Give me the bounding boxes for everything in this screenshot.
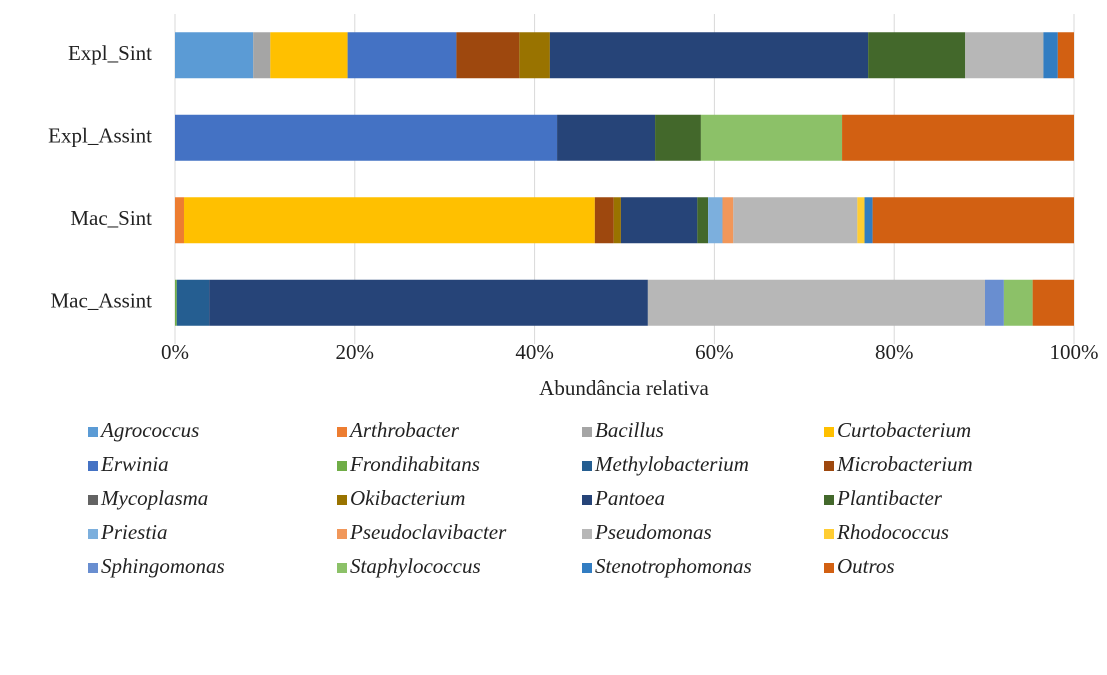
legend-swatch [337,495,347,505]
bar-segment [557,114,656,161]
bar-segment [175,32,254,79]
legend-label: Plantibacter [836,486,943,510]
legend-swatch [824,427,834,437]
legend-label: Pantoea [594,486,665,510]
x-tick-label: 0% [161,340,189,364]
legend-swatch [88,461,98,471]
bar-segment [175,197,184,244]
bar-segment [620,197,698,244]
legend-label: Outros [837,554,895,578]
legend-label: Agrococcus [99,418,199,442]
bar-segment [176,279,210,326]
legend-label: Arthrobacter [348,418,460,442]
legend-label: Rhodococcus [836,520,949,544]
legend-label: Bacillus [595,418,664,442]
legend-swatch [88,529,98,539]
x-axis-title: Abundância relativa [539,376,709,400]
bar-segment [872,197,1074,244]
bar-segment [655,114,701,161]
bar-segment [613,197,621,244]
legend-swatch [337,563,347,573]
y-tick-label: Expl_Assint [48,124,152,148]
bar-segment [347,32,457,79]
bar-segment [708,197,723,244]
legend-swatch [824,461,834,471]
bar-segment [456,32,520,79]
bar-segment [1003,279,1033,326]
bar-segment [594,197,614,244]
legend-swatch [337,461,347,471]
legend-label: Priestia [100,520,168,544]
legend-swatch [88,427,98,437]
bar-segment [965,32,1044,79]
legend-label: Stenotrophomonas [595,554,752,578]
bar-segment [733,197,858,244]
legend-swatch [582,495,592,505]
legend-swatch [824,495,834,505]
bar-segment [864,197,873,244]
legend-swatch [88,495,98,505]
legend-label: Pseudomonas [594,520,712,544]
legend-swatch [88,563,98,573]
bar-segment [1032,279,1074,326]
bar-segment [700,114,843,161]
y-tick-label: Expl_Sint [68,41,152,65]
legend-label: Staphylococcus [350,554,481,578]
legend-swatch [582,427,592,437]
legend-swatch [824,529,834,539]
legend-label: Erwinia [100,452,169,476]
bar-segment [175,279,177,326]
bar-segment [984,279,1004,326]
legend-label: Frondihabitans [349,452,480,476]
x-tick-label: 20% [336,340,375,364]
x-tick-label: 100% [1050,340,1099,364]
legend-swatch [582,461,592,471]
legend-label: Mycoplasma [100,486,208,510]
bar-segment [519,32,550,79]
y-tick-label: Mac_Assint [51,289,153,313]
bar-segment [1043,32,1058,79]
bar-segment [857,197,865,244]
bar-segment [549,32,869,79]
x-tick-label: 80% [875,340,914,364]
bar-segment [209,279,648,326]
bar-segment [253,32,271,79]
bar-segment [647,279,985,326]
bar-segment [868,32,966,79]
bar-segment [175,114,558,161]
legend-label: Methylobacterium [594,452,749,476]
bar-segment [722,197,734,244]
legend-swatch [337,529,347,539]
bar-segment [842,114,1074,161]
legend-label: Curtobacterium [837,418,971,442]
bar-segment [183,197,595,244]
x-tick-label: 40% [515,340,554,364]
bar-segment [1057,32,1074,79]
bar-segment [270,32,348,79]
legend-swatch [582,563,592,573]
legend-swatch [824,563,834,573]
legend-label: Sphingomonas [101,554,225,578]
legend-label: Pseudoclavibacter [349,520,507,544]
legend-swatch [582,529,592,539]
x-tick-label: 60% [695,340,734,364]
legend-swatch [337,427,347,437]
legend-label: Microbacterium [836,452,973,476]
legend-label: Okibacterium [350,486,465,510]
bar-segment [697,197,709,244]
y-tick-label: Mac_Sint [70,206,152,230]
